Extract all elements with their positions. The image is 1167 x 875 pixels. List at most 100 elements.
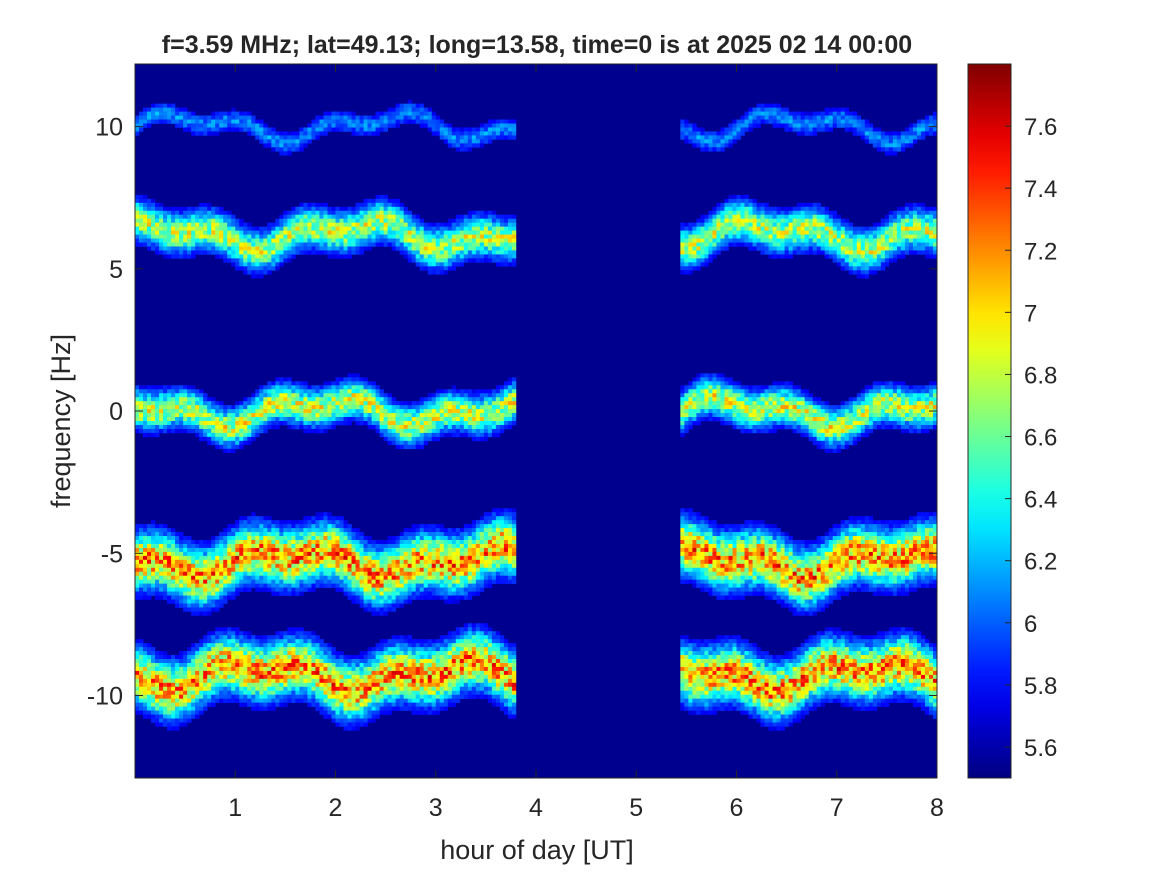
heatmap-cell xyxy=(187,226,192,231)
heatmap-cell xyxy=(419,536,425,541)
heatmap-cell xyxy=(363,682,368,688)
heatmap-cell xyxy=(331,397,336,402)
heatmap-cell xyxy=(243,413,248,418)
heatmap-cell xyxy=(155,575,160,580)
heatmap-cell xyxy=(215,686,220,692)
heatmap-cell xyxy=(411,238,416,243)
heatmap-cell xyxy=(319,571,324,576)
heatmap-cell xyxy=(231,536,236,541)
heatmap-cell xyxy=(223,647,228,652)
heatmap-cell xyxy=(315,238,320,243)
heatmap-cell xyxy=(331,424,336,430)
heatmap-cell xyxy=(355,682,360,688)
heatmap-cell xyxy=(167,238,172,243)
heatmap-cell xyxy=(139,567,144,573)
heatmap-cell xyxy=(359,706,364,711)
heatmap-cell xyxy=(203,393,208,398)
heatmap-cell xyxy=(407,555,412,561)
heatmap-cell xyxy=(239,432,244,438)
heatmap-cell xyxy=(203,234,208,239)
heatmap-cell xyxy=(147,567,152,573)
heatmap-cell xyxy=(355,694,360,699)
heatmap-cell xyxy=(227,242,232,247)
heatmap-cell xyxy=(243,405,248,410)
heatmap-cell xyxy=(415,424,421,430)
heatmap-cell xyxy=(143,643,148,648)
heatmap-cell xyxy=(391,591,396,596)
heatmap-cell xyxy=(403,424,408,430)
heatmap-cell xyxy=(331,405,336,410)
heatmap-cell xyxy=(343,698,348,703)
heatmap-cell xyxy=(151,543,156,549)
heatmap-cell xyxy=(411,536,416,541)
heatmap-cell xyxy=(319,405,324,410)
heatmap-cell xyxy=(307,226,312,231)
heatmap-cell xyxy=(331,551,336,557)
heatmap-cell xyxy=(163,409,168,414)
heatmap-cell xyxy=(383,599,388,604)
heatmap-cell xyxy=(423,555,429,561)
heatmap-cell xyxy=(411,678,416,684)
heatmap-cell xyxy=(271,528,276,533)
heatmap-cell xyxy=(423,536,429,541)
heatmap-cell xyxy=(347,726,352,731)
heatmap-cell xyxy=(163,246,168,251)
heatmap-cell xyxy=(399,583,404,588)
heatmap-cell xyxy=(239,127,244,132)
heatmap-cell xyxy=(179,710,184,715)
heatmap-cell xyxy=(347,547,352,553)
heatmap-cell xyxy=(271,662,276,668)
heatmap-cell xyxy=(271,666,276,672)
heatmap-cell xyxy=(203,647,208,652)
heatmap-cell xyxy=(419,242,425,247)
heatmap-cell xyxy=(175,591,180,596)
heatmap-cell xyxy=(303,218,308,223)
heatmap-cell xyxy=(239,567,244,573)
heatmap-cell xyxy=(215,666,220,672)
heatmap-cell xyxy=(323,682,328,688)
heatmap-cell xyxy=(347,409,352,414)
heatmap-cell xyxy=(399,551,404,557)
heatmap-cell xyxy=(231,635,236,640)
heatmap-cell xyxy=(359,666,364,672)
heatmap-cell xyxy=(227,651,232,656)
heatmap-cell xyxy=(319,417,324,422)
heatmap-cell xyxy=(215,242,220,247)
heatmap-cell xyxy=(235,666,240,672)
heatmap-cell xyxy=(283,381,288,386)
heatmap-cell xyxy=(307,571,312,576)
heatmap-cell xyxy=(195,555,200,561)
heatmap-cell xyxy=(135,115,140,120)
heatmap-cell xyxy=(391,698,396,703)
heatmap-cell xyxy=(223,246,228,251)
heatmap-cell xyxy=(267,651,272,656)
heatmap-cell xyxy=(175,603,180,608)
heatmap-cell xyxy=(407,432,412,438)
heatmap-cell xyxy=(391,226,396,231)
heatmap-cell xyxy=(247,401,252,406)
heatmap-cell xyxy=(291,421,296,426)
heatmap-cell xyxy=(223,627,228,632)
heatmap-cell xyxy=(255,583,260,588)
heatmap-cell xyxy=(379,393,384,398)
heatmap-cell xyxy=(275,417,280,422)
heatmap-cell xyxy=(235,651,240,656)
heatmap-cell xyxy=(307,674,312,680)
heatmap-cell xyxy=(167,575,172,580)
heatmap-cell xyxy=(235,409,240,414)
heatmap-cell xyxy=(359,686,364,692)
heatmap-cell xyxy=(139,393,144,398)
heatmap-cell xyxy=(287,647,292,652)
heatmap-cell xyxy=(191,651,196,656)
heatmap-cell xyxy=(219,440,224,446)
heatmap-cell xyxy=(395,421,400,426)
heatmap-cell xyxy=(263,528,268,533)
heatmap-cell xyxy=(315,702,320,707)
heatmap-cell xyxy=(175,587,180,592)
heatmap-cell xyxy=(267,682,272,688)
heatmap-cell xyxy=(143,579,148,584)
heatmap-cell xyxy=(423,595,429,600)
heatmap-cell xyxy=(167,532,172,537)
heatmap-cell xyxy=(299,405,304,410)
heatmap-cell xyxy=(147,647,152,652)
